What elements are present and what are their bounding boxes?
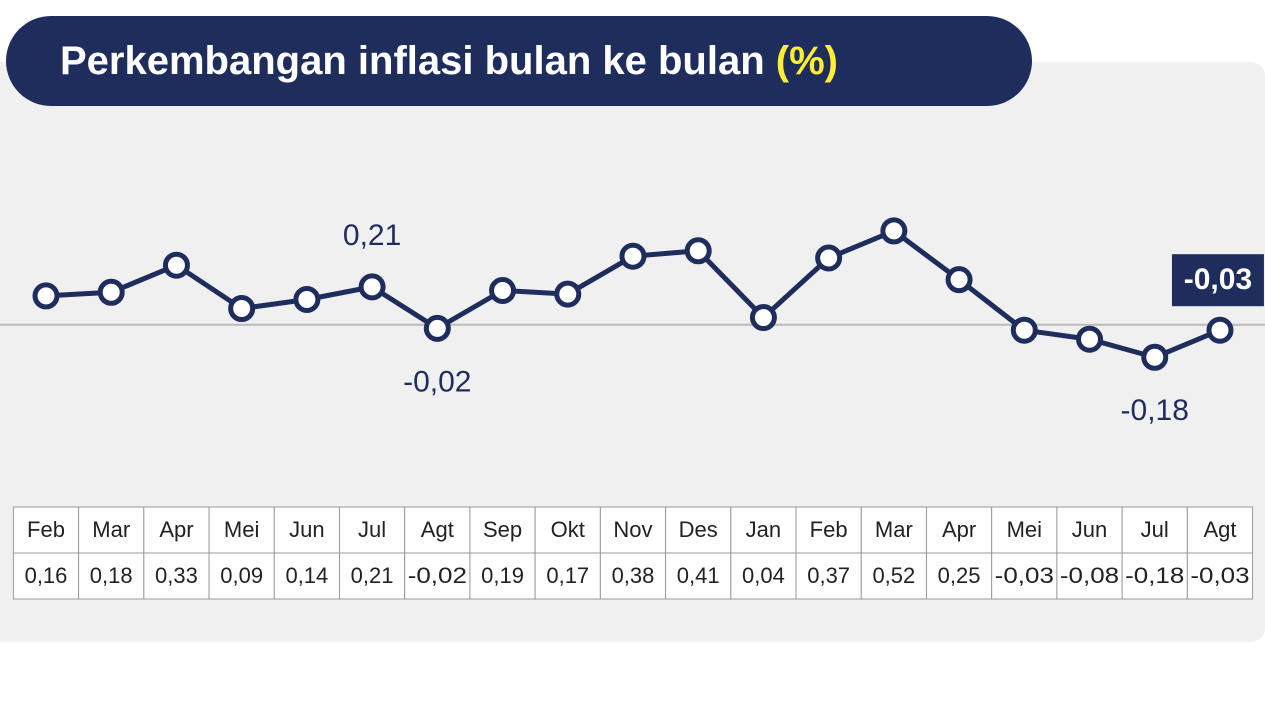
table-cell xyxy=(730,552,797,600)
panel xyxy=(0,62,1265,642)
point-label: -0,02 xyxy=(403,365,471,398)
table-cell xyxy=(860,552,927,600)
month-label: Jul xyxy=(358,517,386,542)
point xyxy=(880,217,908,245)
month-label: Mei xyxy=(224,517,259,542)
table-cell xyxy=(12,552,80,600)
table-value: 0,04 xyxy=(742,563,785,588)
table-value: 0,37 xyxy=(807,563,850,588)
point xyxy=(1206,316,1234,344)
point-label: -0,18 xyxy=(1121,394,1189,427)
table-cell xyxy=(925,506,993,554)
table-value: -0,08 xyxy=(1060,563,1119,588)
point xyxy=(1010,316,1038,344)
title-unit: (%) xyxy=(776,39,838,83)
table-cell xyxy=(273,552,340,600)
month-label: Mei xyxy=(1007,517,1042,542)
month-label: Agt xyxy=(1203,517,1236,542)
table-value: 0,16 xyxy=(25,563,68,588)
month-label: Jun xyxy=(1072,517,1107,542)
table-cell xyxy=(1186,552,1254,600)
table-cell xyxy=(795,552,862,600)
table-cell xyxy=(273,506,340,554)
month-label: Jul xyxy=(1141,517,1169,542)
point xyxy=(1076,325,1104,353)
table-value: 0,19 xyxy=(481,563,524,588)
point xyxy=(489,276,517,304)
table-cell xyxy=(404,506,471,554)
month-label: Sep xyxy=(483,517,522,542)
table-value: -0,18 xyxy=(1125,563,1184,588)
table-cell xyxy=(991,552,1058,600)
title-pill xyxy=(6,16,1032,106)
point-label: 0,21 xyxy=(343,219,401,252)
point xyxy=(228,295,256,323)
table-cell xyxy=(1121,552,1188,600)
month-label: Nov xyxy=(613,517,652,542)
table-cell xyxy=(665,552,732,600)
table-cell xyxy=(599,552,667,600)
table-value: 0,09 xyxy=(220,563,263,588)
table-value: 0,14 xyxy=(285,563,328,588)
table-cell xyxy=(795,506,862,554)
label-box xyxy=(1171,254,1264,307)
table-value: -0,03 xyxy=(995,563,1054,588)
month-label: Jan xyxy=(746,517,781,542)
table-cell xyxy=(12,506,80,554)
month-label: Mar xyxy=(92,517,130,542)
table-cell xyxy=(1186,506,1254,554)
point xyxy=(423,314,451,342)
point-label: -0,03 xyxy=(1184,263,1252,296)
table-value: -0,03 xyxy=(1190,563,1249,588)
table-value: 0,52 xyxy=(872,563,915,588)
table-cell xyxy=(338,506,406,554)
plot: 0,21-0,02-0,18-0,03Feb0,16Mar0,18Apr0,33… xyxy=(0,217,1265,600)
chart-title: Perkembangan inflasi bulan ke bulan (%) xyxy=(60,39,838,83)
table-value: 0,33 xyxy=(155,563,198,588)
table-cell xyxy=(469,552,536,600)
table-cell xyxy=(665,506,732,554)
table-cell xyxy=(1056,506,1123,554)
table-cell xyxy=(1121,506,1188,554)
table-value: -0,02 xyxy=(408,563,467,588)
point xyxy=(293,286,321,314)
point xyxy=(162,251,190,279)
point xyxy=(815,244,843,272)
table-value: 0,38 xyxy=(612,563,655,588)
table-value: 0,41 xyxy=(677,563,720,588)
table-cell xyxy=(208,506,275,554)
table-cell xyxy=(143,552,210,600)
point xyxy=(684,237,712,265)
point xyxy=(32,282,60,310)
month-label: Agt xyxy=(421,517,454,542)
table-cell xyxy=(925,552,993,600)
table-cell xyxy=(404,552,471,600)
table-value: 0,21 xyxy=(351,563,394,588)
point xyxy=(358,273,386,301)
month-label: Okt xyxy=(551,517,585,542)
point xyxy=(945,266,973,294)
month-label: Apr xyxy=(942,517,976,542)
month-label: Apr xyxy=(159,517,193,542)
table-cell xyxy=(534,506,601,554)
table-value: 0,17 xyxy=(546,563,589,588)
table-cell xyxy=(78,552,145,600)
table-value: 0,18 xyxy=(90,563,133,588)
month-label: Mar xyxy=(875,517,913,542)
month-label: Des xyxy=(679,517,718,542)
point xyxy=(554,280,582,308)
point xyxy=(97,278,125,306)
month-label: Feb xyxy=(27,517,65,542)
title-text: Perkembangan inflasi bulan ke bulan xyxy=(60,39,765,83)
month-label: Feb xyxy=(810,517,848,542)
point xyxy=(1141,343,1169,371)
month-label: Jun xyxy=(289,517,324,542)
table-value: 0,25 xyxy=(938,563,981,588)
table-cell xyxy=(1056,552,1123,600)
point xyxy=(619,242,647,270)
point xyxy=(749,304,777,332)
table-cell xyxy=(991,506,1058,554)
